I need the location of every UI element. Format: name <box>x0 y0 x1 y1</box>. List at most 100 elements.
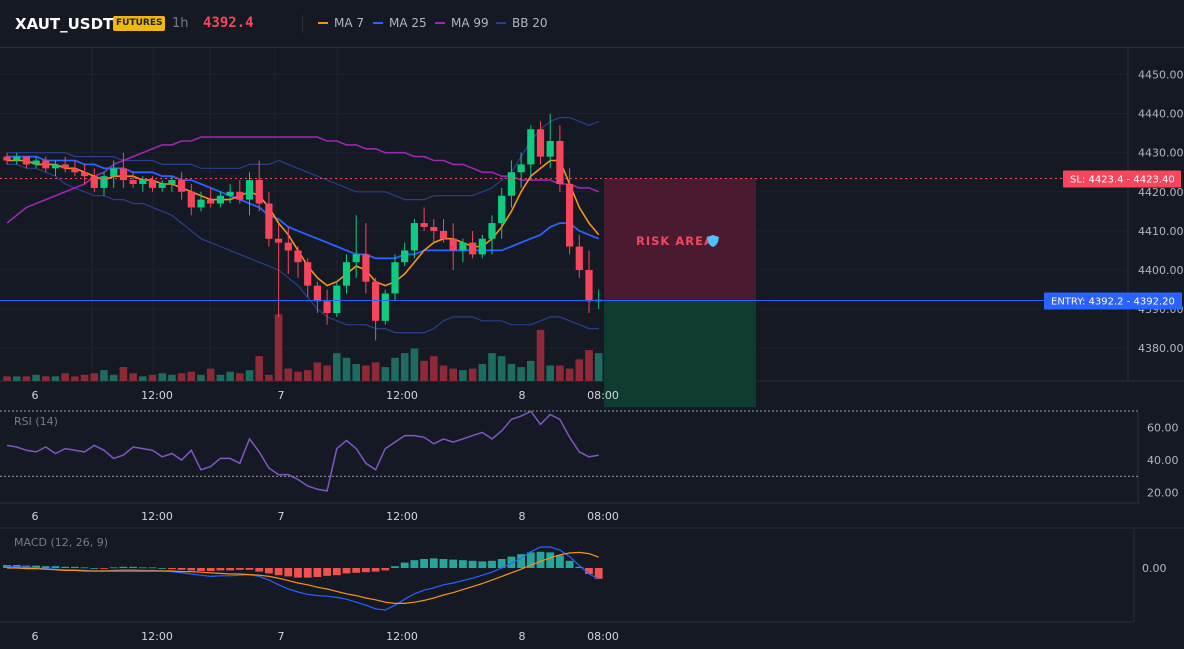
candle-body <box>3 156 11 161</box>
volume-bar <box>459 370 467 381</box>
candle-body <box>265 203 273 239</box>
macd-histogram-bar <box>255 568 264 572</box>
macd-histogram-bar <box>497 559 506 568</box>
time-tick-label: 08:00 <box>587 389 619 402</box>
macd-histogram-bar <box>158 568 167 569</box>
candle-body <box>566 183 574 247</box>
candle-body <box>536 129 545 157</box>
risk-area-label: RISK AREA <box>636 234 714 248</box>
sl-price-label: SL: 4423.4 - 4423.40 <box>1070 175 1175 186</box>
time-tick-label: 08:00 <box>587 630 619 643</box>
macd-histogram-bar <box>119 566 128 568</box>
legend-bb20[interactable]: BB 20 <box>496 16 548 30</box>
symbol-name[interactable]: XAUT_USDT <box>15 15 114 33</box>
time-tick-label: 12:00 <box>141 510 173 523</box>
candle-body <box>187 191 195 208</box>
volume-bar <box>255 356 263 381</box>
candle-body <box>459 242 467 251</box>
macd-histogram-bar <box>478 561 487 568</box>
candle-body <box>22 156 30 165</box>
legend-label: MA 7 <box>334 16 365 30</box>
volume-bar <box>400 353 409 381</box>
price-axis[interactable]: 4450.00 4440.00 4430.00 4420.00 4410.00 4400.… <box>1044 69 1184 356</box>
ma25-line <box>7 155 600 260</box>
macd-histogram-bar <box>323 568 331 576</box>
volume-bar <box>158 373 166 381</box>
timeframe-label[interactable]: 1h <box>172 16 189 31</box>
macd-histogram-bar <box>546 552 555 568</box>
legend-swatch-icon <box>435 22 445 24</box>
legend-ma7[interactable]: MA 7 <box>318 16 364 30</box>
candle-body <box>226 191 234 196</box>
time-tick-label: 12:00 <box>386 630 418 643</box>
macd-histogram-bar <box>274 568 283 576</box>
volume-bar <box>197 374 205 381</box>
candlesticks <box>3 113 603 341</box>
legend-ma99[interactable]: MA 99 <box>435 16 489 30</box>
macd-histogram-bar <box>362 568 370 573</box>
volume-bar <box>303 370 312 381</box>
volume-bar <box>468 368 477 381</box>
price-tick-label: 4430.00 <box>1138 147 1184 160</box>
time-tick-label: 12:00 <box>141 630 173 643</box>
candle-body <box>410 223 418 251</box>
reward-area-zone <box>604 300 756 407</box>
volume-bar <box>226 371 234 381</box>
risk-area-zone <box>604 178 756 301</box>
candle-body <box>401 250 409 263</box>
macd-histogram-bar <box>245 568 254 570</box>
volume-bar <box>517 367 525 381</box>
volume-bar <box>61 373 69 381</box>
macd-histogram-bar <box>391 566 399 568</box>
time-axis[interactable]: 6 12:00 7 12:00 8 08:00 6 12:00 7 12:00 8 08:00 6 12:… <box>32 389 619 643</box>
macd-histogram-bar <box>61 566 70 568</box>
legend-ma25[interactable]: MA 25 <box>373 16 427 30</box>
candle-body <box>391 262 399 294</box>
candle-body <box>216 195 224 204</box>
macd-histogram-bar <box>235 568 244 570</box>
volume-bar <box>3 376 11 381</box>
macd-histogram-bar <box>313 568 322 577</box>
trade-zones: RISK AREA <box>604 178 756 407</box>
macd-panel[interactable]: 0.00 <box>3 546 1167 611</box>
candle-body <box>430 226 438 231</box>
rsi-line <box>6 410 599 492</box>
volume-bar <box>565 368 574 381</box>
candle-body <box>81 172 89 177</box>
macd-histogram-bar <box>51 566 60 568</box>
volume-bar <box>129 373 137 381</box>
macd-title: MACD (12, 26, 9) <box>14 536 108 549</box>
macd-histogram-bar <box>556 555 564 568</box>
legend-label: MA 25 <box>389 16 427 30</box>
macd-histogram-bar <box>342 568 351 574</box>
price-tick-label: 4380.00 <box>1138 342 1184 355</box>
time-tick-label: 7 <box>278 389 285 402</box>
candle-body <box>352 254 360 263</box>
macd-histogram-bar <box>459 560 467 568</box>
candle-body <box>469 242 477 255</box>
volume-bar <box>177 373 186 381</box>
volume-bar <box>71 376 79 381</box>
candle-body <box>333 285 341 314</box>
macd-histogram-bar <box>332 568 341 576</box>
volume-bar <box>187 371 196 381</box>
candle-body <box>304 262 312 286</box>
candle-body <box>71 168 79 173</box>
macd-line <box>6 546 599 611</box>
candle-body <box>449 238 457 251</box>
volume-bar <box>585 350 593 381</box>
macd-histogram-bar <box>400 562 409 568</box>
volume-bar <box>245 370 254 381</box>
volume-bar <box>236 373 244 381</box>
macd-histogram-bar <box>265 568 273 574</box>
legend-label: BB 20 <box>512 16 548 30</box>
macd-tick-label: 0.00 <box>1142 562 1167 575</box>
volume-bar <box>333 353 341 381</box>
rsi-panel[interactable]: 60.00 40.00 20.00 <box>0 410 1179 500</box>
macd-histogram-bar <box>594 568 603 579</box>
legend-label: MA 99 <box>451 16 489 30</box>
candle-body <box>178 180 186 192</box>
rsi-tick-label: 20.00 <box>1147 487 1179 500</box>
futures-badge: FUTURES <box>113 16 166 31</box>
